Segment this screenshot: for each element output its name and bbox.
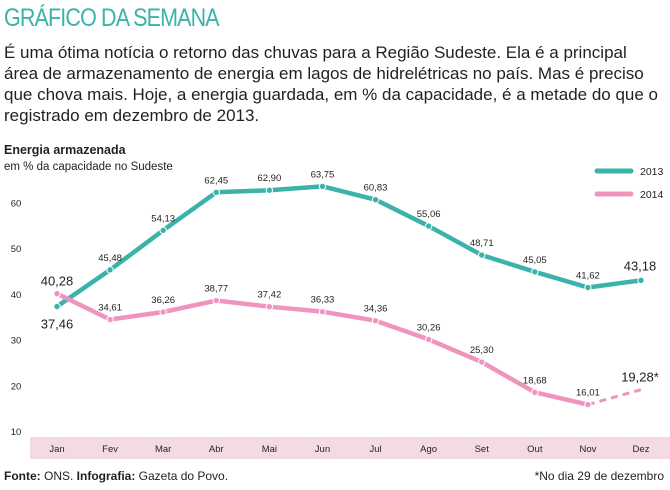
data-label-2013: 63,75 bbox=[311, 169, 335, 180]
data-label-2013: 37,46 bbox=[41, 317, 74, 332]
x-tick-label: Jan bbox=[49, 444, 64, 455]
x-tick-label: Mar bbox=[155, 444, 171, 455]
x-tick-label: Ago bbox=[420, 444, 437, 455]
data-label-2014: 36,33 bbox=[311, 295, 335, 306]
x-tick-label: Jul bbox=[369, 444, 381, 455]
data-label-2014: 40,28 bbox=[41, 274, 74, 289]
data-label-2013: 60,83 bbox=[364, 183, 388, 194]
data-point-2014 bbox=[212, 296, 220, 305]
x-tick-label: Fev bbox=[102, 444, 118, 455]
x-tick-label: Dez bbox=[633, 444, 650, 455]
chart-title: Energia armazenada bbox=[4, 143, 126, 157]
x-tick-label: Nov bbox=[579, 444, 596, 455]
y-tick-label: 50 bbox=[11, 244, 22, 255]
data-label-2013: 41,62 bbox=[576, 270, 600, 281]
data-point-2014 bbox=[106, 315, 114, 324]
data-label-2013: 55,06 bbox=[417, 209, 441, 220]
data-label-2014: 34,36 bbox=[364, 304, 388, 315]
page-title: GRÁFICO DA SEMANA bbox=[4, 4, 220, 32]
y-tick-label: 10 bbox=[11, 427, 22, 438]
data-point-2013 bbox=[106, 266, 114, 274]
series-line-2013 bbox=[54, 184, 644, 309]
x-axis-band bbox=[30, 437, 670, 459]
data-point-2013 bbox=[159, 226, 167, 235]
data-label-2013: 45,48 bbox=[98, 253, 122, 264]
credit-label: Infografia: bbox=[76, 469, 136, 483]
data-label-2013: 48,71 bbox=[470, 238, 494, 249]
data-label-2014: 30,26 bbox=[417, 322, 441, 333]
data-label-2014: 36,26 bbox=[151, 295, 175, 306]
data-point-2013 bbox=[584, 283, 592, 292]
data-label-2014: 34,61 bbox=[98, 303, 122, 314]
data-point-2014 bbox=[584, 400, 592, 409]
data-label-2013: 62,90 bbox=[257, 173, 281, 184]
data-label-2013: 54,13 bbox=[151, 213, 175, 224]
data-label-2014: 37,42 bbox=[257, 290, 281, 301]
data-point-2013 bbox=[371, 196, 380, 204]
data-label-2014: 16,01 bbox=[576, 388, 600, 399]
y-tick-label: 30 bbox=[11, 336, 22, 347]
chart-subtitle: em % da capacidade no Sudeste bbox=[4, 161, 173, 173]
x-tick-label: Mai bbox=[262, 444, 277, 455]
data-point-2013 bbox=[424, 222, 433, 230]
data-label-2013: 43,18 bbox=[624, 258, 657, 273]
data-point-2014 bbox=[265, 302, 274, 311]
x-tick-label: Jun bbox=[315, 444, 330, 455]
data-point-2013 bbox=[637, 276, 645, 285]
y-tick-label: 40 bbox=[11, 290, 22, 301]
data-point-2014 bbox=[424, 335, 433, 344]
data-point-2013 bbox=[318, 182, 327, 191]
source-credit: Fonte: ONS. Infografia: Gazeta do Povo. bbox=[4, 469, 228, 483]
data-point-2014 bbox=[159, 308, 167, 316]
data-point-2013 bbox=[53, 302, 61, 311]
data-label-2013: 45,05 bbox=[523, 255, 547, 266]
data-point-2013 bbox=[265, 186, 274, 194]
intro-paragraph: É uma ótima notícia o retorno das chuvas… bbox=[4, 43, 658, 125]
data-point-2013 bbox=[531, 268, 539, 276]
data-label-2014: 18,68 bbox=[523, 375, 547, 386]
data-label-2014: 38,77 bbox=[204, 284, 228, 295]
legend-label-2013: 2013 bbox=[640, 166, 664, 178]
data-label-2013: 62,45 bbox=[204, 175, 228, 186]
data-point-2014 bbox=[318, 307, 327, 316]
x-tick-label: Abr bbox=[209, 444, 224, 455]
legend-label-2014: 2014 bbox=[640, 189, 664, 201]
data-point-2013 bbox=[478, 251, 486, 259]
source-label: Fonte: bbox=[4, 469, 41, 483]
y-tick-label: 60 bbox=[11, 199, 22, 210]
data-point-2013 bbox=[212, 188, 220, 197]
x-tick-label: Set bbox=[475, 444, 490, 455]
data-label-2014: 19,28* bbox=[621, 370, 659, 385]
data-point-2014 bbox=[53, 289, 61, 298]
x-tick-label: Out bbox=[527, 444, 543, 455]
data-point-2014 bbox=[531, 388, 539, 397]
credit-value: Gazeta do Povo. bbox=[135, 469, 229, 483]
series-dashed-segment-2014 bbox=[587, 388, 642, 406]
data-point-2014 bbox=[371, 316, 380, 325]
y-tick-label: 20 bbox=[11, 381, 22, 392]
data-label-2014: 25,30 bbox=[470, 345, 494, 356]
source-value: ONS. bbox=[40, 469, 77, 483]
footnote: *No dia 29 de dezembro bbox=[534, 469, 664, 483]
data-point-2014 bbox=[478, 358, 486, 366]
